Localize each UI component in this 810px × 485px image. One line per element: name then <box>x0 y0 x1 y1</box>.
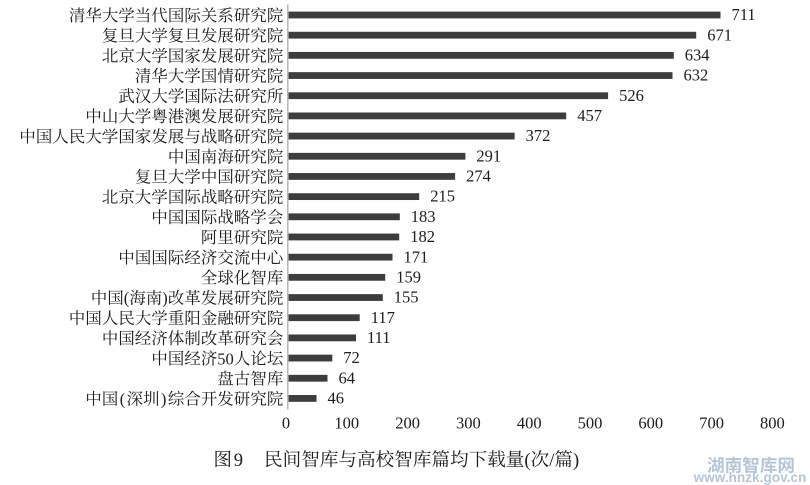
svg-text:(: ( <box>124 289 130 308</box>
svg-text:800: 800 <box>760 413 785 432</box>
svg-text:215: 215 <box>430 187 455 206</box>
svg-text:155: 155 <box>394 288 419 307</box>
svg-text:700: 700 <box>699 413 724 432</box>
svg-text:632: 632 <box>684 66 709 85</box>
svg-text:): ) <box>573 450 579 471</box>
svg-text:600: 600 <box>638 413 663 432</box>
svg-text:291: 291 <box>476 146 501 165</box>
svg-text:634: 634 <box>685 46 710 65</box>
svg-text:100: 100 <box>334 413 359 432</box>
svg-text:400: 400 <box>517 413 542 432</box>
svg-text:64: 64 <box>339 368 356 387</box>
svg-text:117: 117 <box>371 308 395 327</box>
svg-text:46: 46 <box>328 389 345 408</box>
svg-text:274: 274 <box>466 167 491 186</box>
svg-text:200: 200 <box>395 413 420 432</box>
svg-text:500: 500 <box>578 413 603 432</box>
svg-text:): ) <box>162 289 168 308</box>
svg-text:457: 457 <box>577 106 602 125</box>
svg-text:171: 171 <box>404 247 429 266</box>
svg-text:111: 111 <box>367 328 391 347</box>
svg-text:(: ( <box>120 390 126 409</box>
svg-text:0: 0 <box>282 413 290 432</box>
svg-text:182: 182 <box>410 227 435 246</box>
svg-text:www.hnzk.gov.cn: www.hnzk.gov.cn <box>693 470 807 485</box>
svg-text:159: 159 <box>396 267 421 286</box>
svg-text:671: 671 <box>707 25 732 44</box>
svg-text:72: 72 <box>343 348 360 367</box>
svg-text:526: 526 <box>619 86 644 105</box>
svg-text:): ) <box>161 390 167 409</box>
svg-text:(: ( <box>524 450 530 471</box>
svg-text:711: 711 <box>732 5 756 24</box>
svg-text:300: 300 <box>456 413 481 432</box>
svg-text:50: 50 <box>217 349 234 368</box>
svg-text:9: 9 <box>234 450 243 471</box>
svg-text:183: 183 <box>411 207 436 226</box>
svg-text:/: / <box>549 450 555 471</box>
svg-text:372: 372 <box>526 126 551 145</box>
